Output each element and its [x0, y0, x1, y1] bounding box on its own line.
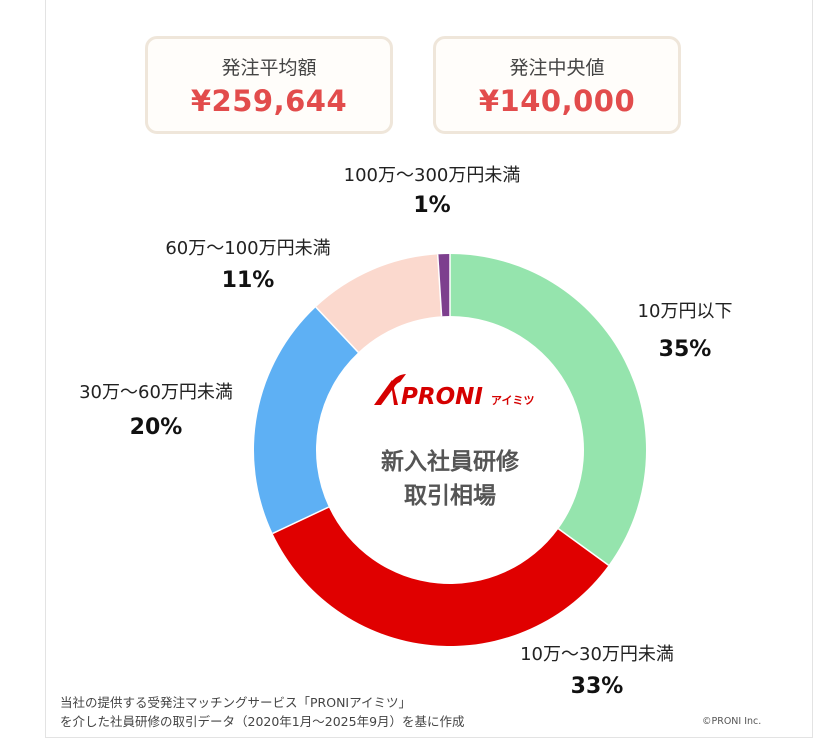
slice-separator [436, 254, 443, 317]
average-order-card: 発注平均額 ¥259,644 [145, 36, 393, 134]
slice-percent-label: 1% [413, 193, 450, 218]
donut-slice [450, 254, 646, 566]
average-order-value: ¥259,644 [190, 84, 348, 118]
proni-logo: PRONI アイミツ [374, 374, 534, 410]
slice-percent-label: 11% [222, 268, 275, 293]
copyright: ©PRONI Inc. [702, 716, 762, 727]
donut-slice [315, 254, 442, 353]
slice-category-label: 60万〜100万円未満 [165, 238, 330, 259]
slice-category-label: 10万〜30万円未満 [520, 644, 674, 665]
logo-mark-icon [374, 374, 406, 405]
donut-slice [272, 507, 609, 646]
logo-brand-sub-text: アイミツ [491, 394, 534, 407]
median-order-label: 発注中央値 [509, 57, 605, 79]
median-order-value: ¥140,000 [478, 84, 636, 118]
slice-category-label: 30万〜60万円未満 [79, 382, 233, 403]
average-order-label: 発注平均額 [221, 57, 317, 79]
slice-percent-label: 35% [659, 337, 712, 362]
footnote-line2: を介した社員研修の取引データ（2020年1月〜2025年9月）を基に作成 [60, 714, 465, 729]
center-title-line1: 新入社員研修 [381, 448, 520, 475]
slice-category-label: 100万〜300万円未満 [344, 165, 521, 186]
center-title-line2: 取引相場 [404, 483, 496, 509]
chart-frame [45, 0, 813, 738]
median-order-card: 発注中央値 ¥140,000 [433, 36, 681, 134]
logo-brand-text: PRONI [401, 384, 483, 410]
slice-percent-label: 20% [130, 415, 183, 440]
slice-separator [315, 306, 359, 353]
slice-category-label: 10万円以下 [638, 301, 733, 322]
slice-separator [557, 528, 610, 566]
donut-slice [254, 307, 359, 534]
footnote-line1: 当社の提供する受発注マッチングサービス「PRONIアイミツ」 [60, 695, 411, 710]
slice-separator [272, 506, 330, 535]
slice-percent-label: 33% [571, 674, 624, 699]
